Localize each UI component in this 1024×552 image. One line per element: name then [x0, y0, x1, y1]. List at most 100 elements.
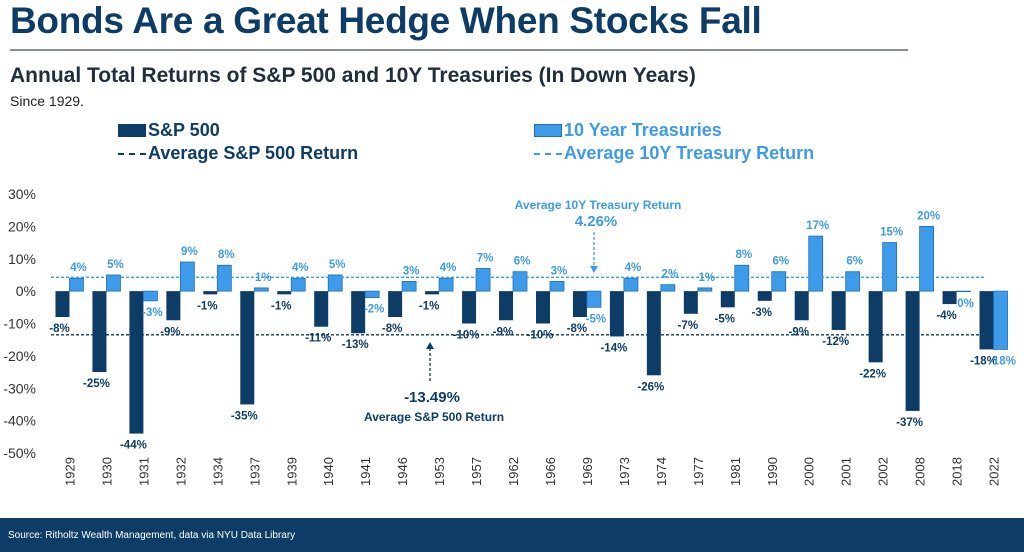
x-tick-label: 1981	[728, 457, 743, 486]
bar-sp500	[646, 291, 661, 376]
footer-bar: Source: Ritholtz Wealth Management, data…	[0, 518, 1024, 552]
data-label-treasury: 5%	[107, 259, 124, 271]
legend-sp500: S&P 500	[118, 120, 220, 141]
x-tick-label: 1974	[654, 457, 669, 486]
data-label-sp500: -1%	[419, 300, 439, 312]
data-label-sp500: -10%	[527, 330, 554, 342]
bar-sp500	[683, 291, 698, 314]
bar-sp500	[757, 291, 772, 301]
legend-label-avg-treasury: Average 10Y Treasury Return	[564, 143, 815, 163]
average-lines	[51, 276, 986, 336]
bar-sp500	[166, 291, 181, 321]
data-label-treasury: 15%	[880, 227, 903, 239]
data-label-treasury: 5%	[329, 259, 346, 271]
bar-sp500	[942, 291, 957, 305]
x-tick-label: 1973	[617, 457, 632, 486]
bar-treasury	[143, 290, 158, 302]
data-label-treasury: -3%	[142, 307, 162, 319]
x-tick-label: 1934	[210, 457, 225, 486]
data-label-sp500: -13%	[342, 339, 369, 351]
bar-treasury	[512, 271, 528, 292]
data-label-sp500: -35%	[231, 410, 258, 422]
bar-treasury	[327, 274, 343, 292]
bar-treasury	[69, 277, 84, 292]
data-label-sp500: -5%	[715, 313, 735, 325]
x-tick-label: 2018	[950, 457, 965, 486]
data-label-treasury: 3%	[403, 265, 420, 277]
x-tick-label: 1946	[395, 457, 410, 486]
data-label-sp500: -1%	[197, 300, 217, 312]
bar-treasury	[253, 287, 269, 292]
bar-treasury	[956, 290, 971, 293]
y-tick-label: 30%	[8, 186, 36, 202]
data-label-sp500: -11%	[305, 333, 331, 345]
bar-sp500	[425, 291, 440, 295]
data-labels-group: -8% 4% -25% 5% -44% -3% -9% 9% -1% 8% -35% 1% -1% 4% -…	[49, 210, 1016, 451]
source-note: Source: Ritholtz Wealth Management, data…	[8, 530, 296, 541]
x-tick-label: 1932	[173, 457, 188, 486]
x-tick-label: 2002	[876, 457, 891, 486]
data-label-treasury: 1%	[699, 272, 716, 284]
data-label-sp500: -9%	[160, 326, 180, 338]
since-note: Since 1929.	[10, 93, 84, 109]
bar-sp500	[794, 291, 809, 321]
data-label-treasury: 4%	[625, 262, 642, 274]
legend-label-sp500: S&P 500	[148, 120, 220, 140]
x-tick-label: 2008	[913, 457, 928, 486]
data-label-treasury: 1%	[255, 272, 272, 284]
data-label-treasury: 9%	[181, 246, 198, 258]
data-label-sp500: -4%	[936, 310, 956, 322]
bar-treasury	[919, 225, 934, 292]
x-tick-label: 1939	[284, 457, 299, 486]
bar-treasury	[734, 264, 750, 292]
data-label-treasury: 4%	[70, 262, 87, 274]
data-label-treasury: 17%	[806, 220, 829, 232]
data-label-sp500: -22%	[859, 368, 886, 380]
data-label-treasury: -2%	[364, 304, 384, 316]
bar-treasury	[216, 264, 232, 292]
bar-sp500	[203, 291, 218, 295]
bar-sp500	[979, 291, 994, 350]
data-label-treasury: 7%	[477, 252, 494, 264]
bar-sp500	[55, 291, 70, 318]
chart-title: Bonds Are a Great Hedge When Stocks Fall	[10, 0, 762, 41]
bar-treasury	[549, 281, 565, 292]
bar-sp500	[609, 291, 624, 337]
x-tick-label: 1930	[99, 457, 114, 486]
x-tick-label: 1931	[136, 457, 151, 486]
bar-treasury	[845, 271, 861, 292]
legend-swatch-sp500	[118, 124, 146, 137]
chart-subtitle: Annual Total Returns of S&P 500 and 10Y …	[10, 64, 696, 87]
data-label-treasury: 6%	[514, 256, 531, 268]
data-label-sp500: -26%	[637, 381, 664, 393]
y-tick-label: 10%	[8, 251, 36, 267]
bar-sp500	[314, 291, 329, 327]
bar-sp500	[868, 291, 883, 363]
data-label-treasury: -18%	[989, 355, 1016, 367]
data-label-treasury: 4%	[440, 262, 457, 274]
bar-sp500	[572, 291, 587, 318]
bar-sp500	[499, 291, 514, 321]
bar-sp500	[129, 291, 144, 434]
bar-treasury	[290, 277, 306, 292]
x-tick-label: 1966	[543, 457, 558, 486]
y-tick-label: 0%	[16, 283, 36, 299]
data-label-sp500: -14%	[600, 342, 627, 354]
bar-sp500	[240, 291, 255, 405]
legend-dash-sp500	[118, 152, 146, 155]
y-tick-label: -10%	[3, 316, 36, 332]
x-tick-label: 1962	[506, 457, 521, 486]
legend-label-treasuries: 10 Year Treasuries	[564, 120, 722, 140]
data-label-sp500: -7%	[678, 320, 698, 332]
x-tick-label: 1940	[321, 457, 336, 486]
data-label-treasury: 8%	[735, 249, 752, 261]
bar-treasury	[660, 284, 676, 292]
bar-treasury	[623, 277, 639, 292]
x-tick-label: 2001	[839, 457, 854, 486]
bar-treasury	[401, 281, 417, 292]
legend-avg-sp500: Average S&P 500 Return	[118, 143, 358, 164]
bar-treasury	[438, 277, 454, 292]
legend-avg-treasury: Average 10Y Treasury Return	[534, 143, 814, 164]
bar-treasury	[771, 271, 787, 292]
avg-sp500-annotation-label: Average S&P 500 Return	[364, 410, 504, 424]
